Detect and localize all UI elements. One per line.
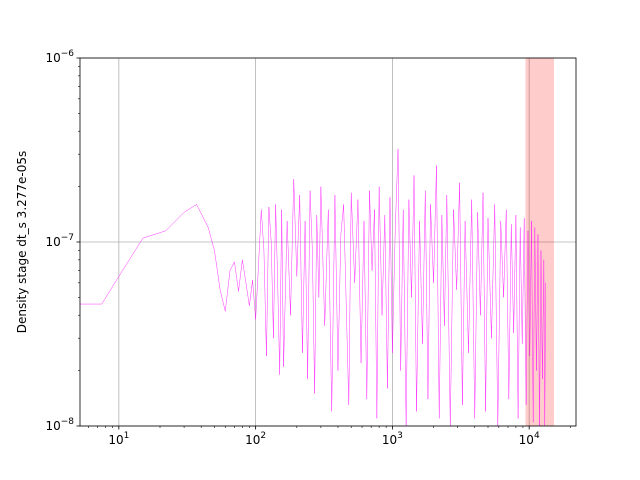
y-tick-label: 10−6 [45, 49, 74, 65]
series-line-0 [80, 148, 546, 427]
y-tick-label: 10−7 [45, 233, 74, 249]
x-tick-label: 102 [245, 431, 266, 447]
x-tick-label: 101 [108, 431, 129, 447]
x-tick-label: 103 [382, 431, 403, 447]
y-tick-label: 10−8 [45, 417, 74, 433]
y-axis-label: Density stage dt_s 3.277e-05s [15, 151, 29, 334]
plot-area: 101 102 103 104 10−8 10−7 10−6 [45, 49, 577, 447]
x-tick-label: 104 [519, 431, 540, 447]
highlight-band [525, 58, 555, 426]
